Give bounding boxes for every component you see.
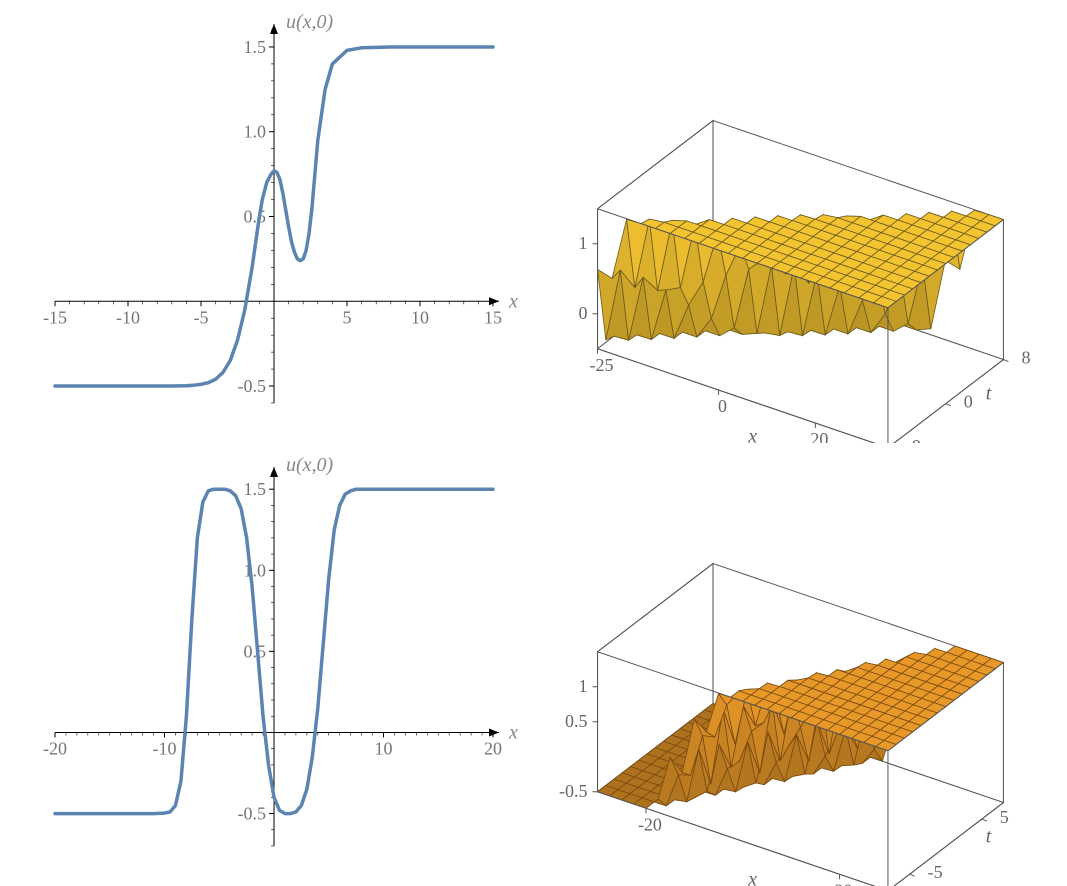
surface-3d: -20 20 x -5 5t -0.5 0.5 1	[534, 443, 1067, 886]
panel-bottom-right: -20 20 x -5 5t -0.5 0.5 1	[534, 443, 1067, 886]
y-tick-label: 1.0	[244, 122, 267, 142]
t-tick-label: 8	[1021, 348, 1030, 368]
x-axis-arrow	[489, 728, 499, 736]
y-tick-label: 0.5	[244, 207, 267, 227]
x-tick-label: 10	[375, 738, 393, 758]
t-axis-label: t	[985, 383, 991, 405]
y-tick-label: -0.5	[238, 376, 267, 396]
x-tick-label: -10	[153, 738, 177, 758]
x-tick-label: -25	[589, 355, 613, 375]
panel-bottom-left: -20 -10 10 20 -0.5 0.5 1.0 1.5 u(x,0) x	[0, 443, 534, 886]
x-axis-label: x	[508, 721, 518, 743]
x-tick-label: -5	[194, 307, 209, 327]
y-tick-label: 1.5	[244, 37, 267, 57]
x-tick-label: 10	[411, 307, 429, 327]
panel-top-left: -15 -10 -5 5 10 15 -0.5 0.5 1.0 1.5 u(x,0) x	[0, 0, 534, 443]
t-tick-label: -8	[905, 436, 920, 443]
x-tick-label: 20	[810, 429, 828, 443]
x-axis-arrow	[489, 297, 499, 305]
x-tick-label: -15	[43, 307, 67, 327]
y-axis-arrow	[270, 467, 278, 477]
panel-top-right: -2502035x-808t01	[534, 0, 1067, 443]
z-tick-label: -0.5	[559, 781, 588, 801]
y-axis-label: u(x,0)	[286, 11, 334, 33]
figure-grid: -15-10-551015-0.50.51.01.5u(x,0)x -25020…	[0, 0, 1067, 886]
y-tick-label: 1.0	[244, 560, 267, 580]
t-tick-label: 5	[999, 807, 1008, 827]
x-axis-label: x	[508, 290, 518, 312]
x-tick-label: 20	[834, 880, 852, 886]
y-tick-label: 0.5	[244, 641, 267, 661]
x-tick-label: 20	[484, 738, 502, 758]
x-tick-label: -20	[637, 814, 661, 834]
surface-3d: -2502035x-808t01	[534, 0, 1067, 443]
t-axis-label: t	[985, 826, 991, 848]
x-axis-label: x	[747, 868, 757, 886]
t-tick-label: 0	[963, 392, 972, 412]
x-tick-label: -20	[43, 738, 67, 758]
y-tick-label: 1.5	[244, 479, 267, 499]
x-axis-label: x	[747, 425, 757, 443]
z-tick-label: 1	[578, 233, 587, 253]
y-axis-arrow	[270, 24, 278, 34]
x-tick-label: 15	[484, 307, 502, 327]
t-tick-label: -5	[927, 862, 942, 882]
y-tick-label: -0.5	[238, 804, 267, 824]
y-axis-label: u(x,0)	[286, 454, 334, 476]
z-tick-label: 0	[578, 303, 587, 323]
line-chart: -15 -10 -5 5 10 15 -0.5 0.5 1.0 1.5 u(x,0) x	[0, 0, 533, 443]
z-tick-label: 0.5	[565, 711, 588, 731]
line-chart: -20 -10 10 20 -0.5 0.5 1.0 1.5 u(x,0) x	[0, 443, 533, 886]
z-tick-label: 1	[578, 676, 587, 696]
x-tick-label: 5	[343, 307, 352, 327]
x-tick-label: 0	[718, 396, 727, 416]
x-tick-label: -10	[116, 307, 140, 327]
